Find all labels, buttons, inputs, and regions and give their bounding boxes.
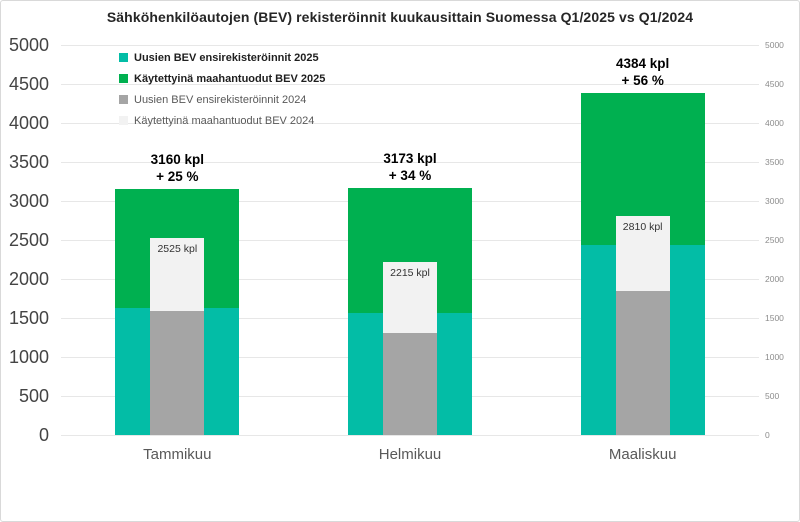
legend-item: Käytettyinä maahantuodut BEV 2025 <box>119 68 325 89</box>
total-2025-label: 4384 kpl + 56 % <box>616 56 670 89</box>
y-axis-tick-label-right: 0 <box>765 430 770 440</box>
y-axis-tick-label-right: 4000 <box>765 118 784 128</box>
total-2024-label: 2525 kpl <box>157 243 198 256</box>
y-axis-tick-label-right: 3500 <box>765 157 784 167</box>
legend-color-swatch-icon <box>119 53 128 62</box>
gridline <box>61 123 759 124</box>
legend-item: Uusien BEV ensirekisteröinnit 2025 <box>119 47 325 68</box>
legend-item-label: Käytettyinä maahantuodut BEV 2024 <box>134 114 315 127</box>
y-axis-tick-label-left: 500 <box>18 386 49 406</box>
y-axis-tick-label-right: 4500 <box>765 79 784 89</box>
gridline <box>61 45 759 46</box>
y-axis-tick-label-left: 3000 <box>8 191 49 211</box>
y-axis-tick-label-left: 4000 <box>8 113 49 133</box>
y-axis-tick-label-right: 2500 <box>765 235 784 245</box>
legend-item-label: Uusien BEV ensirekisteröinnit 2024 <box>134 93 307 106</box>
chart-title: Sähköhenkilöautojen (BEV) rekisteröinnit… <box>106 9 694 25</box>
gridline <box>61 162 759 163</box>
y-axis-tick-label-left: 1000 <box>8 347 49 367</box>
legend-color-swatch-icon <box>119 95 128 104</box>
y-axis-tick-label-left: 0 <box>38 425 49 445</box>
y-axis-tick-label-right: 1500 <box>765 313 784 323</box>
total-2024-label: 2215 kpl <box>390 267 430 280</box>
bar-new-bev-2024 <box>383 332 437 435</box>
total-2024-label: 2810 kpl <box>622 220 663 233</box>
x-axis-category-label: Tammikuu <box>143 446 212 463</box>
bar-new-bev-2024 <box>615 291 670 435</box>
bar-used-import-bev-2024 <box>615 215 670 292</box>
y-axis-tick-label-right: 5000 <box>765 40 784 50</box>
gridline <box>61 84 759 85</box>
y-axis-tick-label-left: 4500 <box>8 74 49 94</box>
bar-new-bev-2024 <box>150 310 205 435</box>
y-axis-tick-label-right: 2000 <box>765 274 784 284</box>
y-axis-tick-label-left: 1500 <box>8 308 49 328</box>
bar-used-import-bev-2024 <box>150 238 205 311</box>
x-axis-category-label: Maaliskuu <box>608 446 677 463</box>
y-axis-tick-label-right: 1000 <box>765 352 784 362</box>
bar-used-import-bev-2024 <box>383 262 437 333</box>
total-2025-label: 3160 kpl + 25 % <box>150 151 204 184</box>
legend-item-label: Uusien BEV ensirekisteröinnit 2025 <box>134 51 319 64</box>
y-axis-tick-label-left: 3500 <box>8 152 49 172</box>
y-axis-tick-label-left: 2500 <box>8 230 49 250</box>
legend-item: Käytettyinä maahantuodut BEV 2024 <box>119 110 325 131</box>
y-axis-tick-label-left: 5000 <box>8 35 49 55</box>
y-axis-tick-label-right: 3000 <box>765 196 784 206</box>
y-axis-tick-label-left: 2000 <box>8 269 49 289</box>
gridline <box>61 435 759 436</box>
total-2025-label: 3173 kpl + 34 % <box>383 150 437 183</box>
legend-color-swatch-icon <box>119 116 128 125</box>
legend-item-label: Käytettyinä maahantuodut BEV 2025 <box>134 72 326 85</box>
legend-item: Uusien BEV ensirekisteröinnit 2024 <box>119 89 325 110</box>
chart-legend: Uusien BEV ensirekisteröinnit 2025 Käytet… <box>119 47 325 131</box>
y-axis-tick-label-right: 500 <box>765 391 780 401</box>
legend-color-swatch-icon <box>119 74 128 83</box>
x-axis-category-label: Helmikuu <box>378 446 442 463</box>
